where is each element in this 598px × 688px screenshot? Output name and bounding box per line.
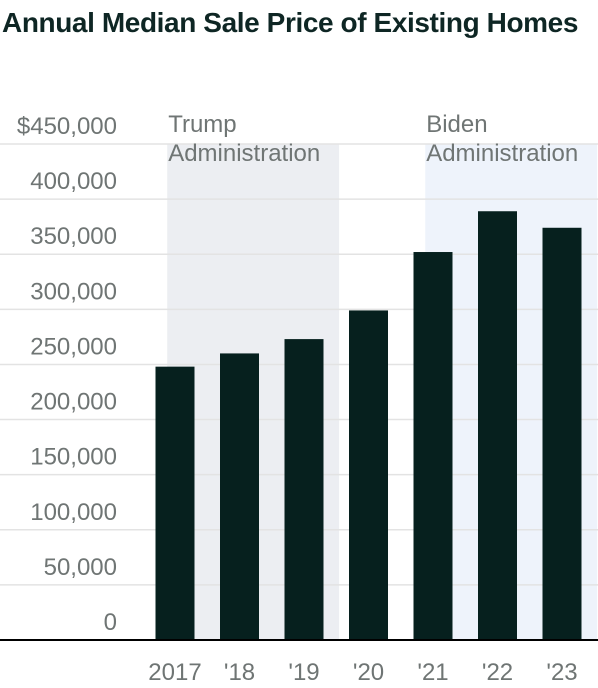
y-tick-label: 150,000	[30, 444, 117, 471]
x-tick-label: '20	[353, 659, 384, 686]
y-tick-label: 200,000	[30, 389, 117, 416]
chart-title: Annual Median Sale Price of Existing Hom…	[2, 7, 579, 38]
y-tick-label: 350,000	[30, 223, 117, 250]
bar	[542, 227, 582, 640]
y-axis-tick-labels: 0 50,000 100,000 150,000 200,000 250,000 300,0…	[17, 113, 117, 636]
y-tick-label: 100,000	[30, 499, 117, 526]
bar	[284, 339, 324, 640]
y-tick-label: 250,000	[30, 333, 117, 360]
bar	[413, 252, 453, 641]
bar	[155, 366, 195, 640]
y-tick-label: $450,000	[17, 113, 117, 140]
bars	[155, 211, 582, 641]
annotation-line2: Administration	[426, 140, 578, 167]
x-tick-label: '19	[288, 659, 319, 686]
bar	[349, 310, 388, 640]
annotation-line2: Administration	[168, 140, 320, 167]
x-tick-label: 2017	[148, 659, 201, 686]
y-tick-label: 50,000	[44, 554, 117, 581]
annotation-line1: Biden	[426, 111, 487, 138]
y-tick-label: 0	[104, 609, 117, 636]
x-tick-label: '21	[417, 659, 448, 686]
x-tick-label: '22	[482, 659, 513, 686]
x-tick-label: '18	[224, 659, 255, 686]
bar	[478, 211, 517, 641]
x-axis-tick-labels: 2017 '18 '19 '20 '21 '22 '23	[148, 659, 577, 686]
y-tick-label: 400,000	[30, 168, 117, 195]
x-tick-label: '23	[546, 659, 577, 686]
bar	[220, 353, 259, 640]
y-tick-label: 300,000	[30, 278, 117, 305]
annotation-line1: Trump	[168, 111, 236, 138]
